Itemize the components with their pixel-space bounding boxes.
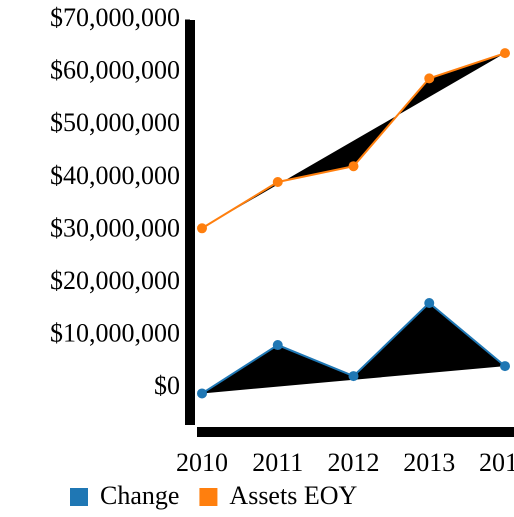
x-tick-label: 2013 bbox=[403, 448, 455, 477]
point bbox=[500, 48, 510, 59]
point bbox=[348, 371, 359, 382]
y-tick-label: $0 bbox=[154, 371, 180, 400]
point bbox=[424, 297, 435, 308]
x-tick-label: 2010 bbox=[176, 448, 228, 477]
y-tick-label: $50,000,000 bbox=[50, 108, 180, 137]
legend-swatch bbox=[199, 488, 218, 506]
y-tick-label: $70,000,000 bbox=[50, 3, 180, 32]
y-tick-label: $10,000,000 bbox=[50, 319, 180, 348]
legend-swatch bbox=[70, 488, 88, 506]
y-tick-label: $40,000,000 bbox=[50, 161, 180, 190]
point bbox=[272, 340, 283, 351]
point bbox=[348, 161, 359, 172]
y-tick-label: $30,000,000 bbox=[50, 213, 180, 242]
point bbox=[197, 388, 207, 399]
point bbox=[500, 361, 510, 372]
legend-label: Assets EOY bbox=[229, 481, 357, 510]
series-line bbox=[201, 52, 506, 230]
point bbox=[197, 223, 207, 234]
point bbox=[424, 73, 435, 84]
y-tick-label: $60,000,000 bbox=[50, 56, 180, 85]
x-tick-label: 2012 bbox=[328, 448, 380, 477]
y-tick-label: $20,000,000 bbox=[50, 266, 180, 295]
x-tick-label: 2011 bbox=[252, 448, 303, 477]
point bbox=[272, 177, 283, 187]
legend-label: Change bbox=[100, 481, 179, 510]
x-tick-label: 2014 bbox=[479, 448, 514, 477]
